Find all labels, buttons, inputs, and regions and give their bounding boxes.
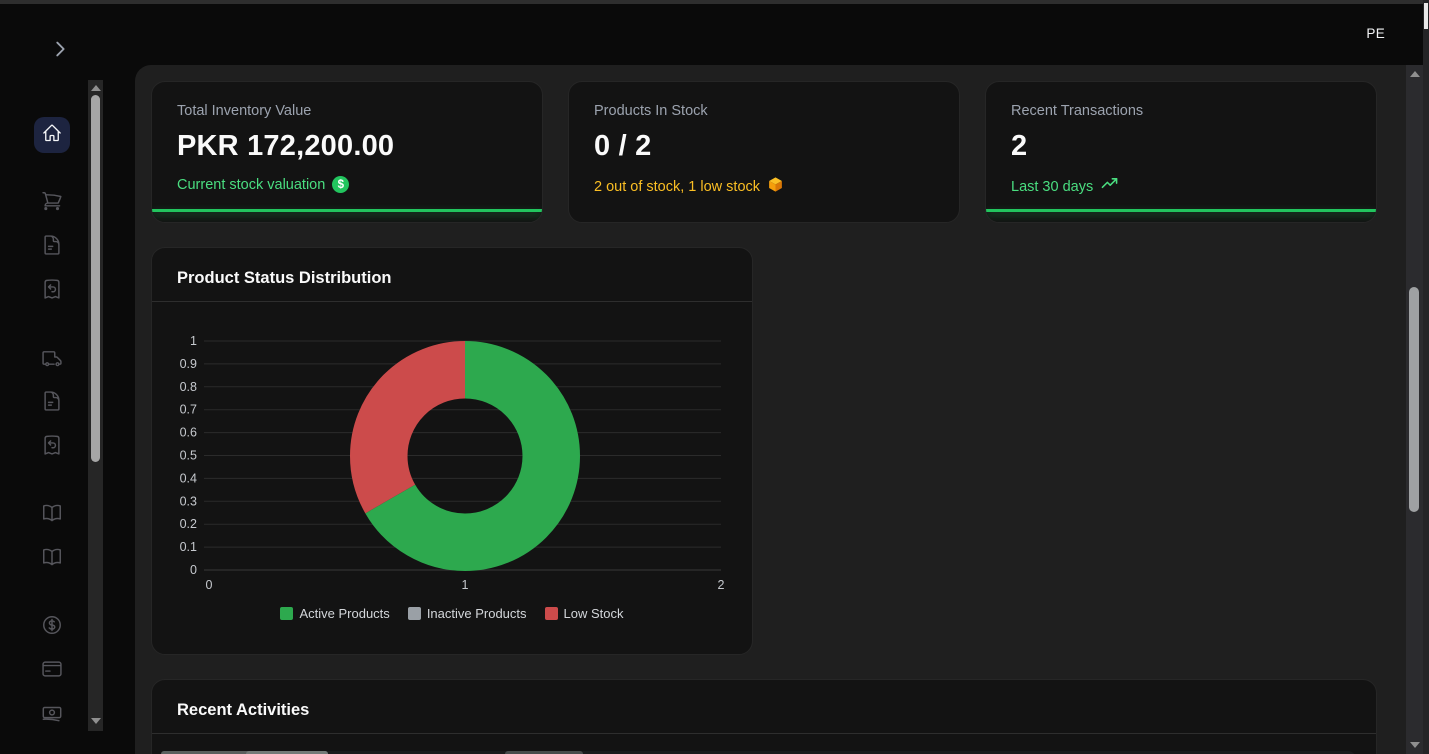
- shopping-cart-icon: [41, 190, 63, 217]
- sales-invoice-icon: [41, 234, 63, 261]
- chart-title: Product Status Distribution: [177, 269, 392, 287]
- sidebar-item-purchase-invoice[interactable]: [34, 385, 70, 421]
- stat-card-inventory-value: Total Inventory Value PKR 172,200.00 Cur…: [151, 81, 543, 223]
- card-accent-line: [986, 209, 1376, 212]
- stat-title: Recent Transactions: [1011, 103, 1144, 119]
- svg-text:0.5: 0.5: [180, 449, 197, 463]
- legend-label: Low Stock: [563, 606, 624, 621]
- svg-text:0.3: 0.3: [180, 494, 197, 508]
- sidebar-toggle-button[interactable]: [48, 38, 72, 62]
- scroll-down-icon[interactable]: [1409, 742, 1420, 748]
- svg-text:1: 1: [190, 334, 197, 348]
- sidebar-item-journal[interactable]: [34, 541, 70, 577]
- banknotes-icon: [41, 702, 63, 729]
- stat-value: 2: [1011, 130, 1028, 162]
- legend-item[interactable]: Low Stock: [544, 606, 624, 621]
- sidebar-item-ledger[interactable]: [34, 497, 70, 533]
- sidebar-item-payments[interactable]: [34, 653, 70, 689]
- content-scrollbar-thumb[interactable]: [1409, 287, 1419, 512]
- stat-card-recent-transactions: Recent Transactions 2 Last 30 days: [985, 81, 1377, 223]
- window-scrollbar[interactable]: [1423, 0, 1429, 754]
- stat-subtitle: 2 out of stock, 1 low stock: [594, 178, 761, 195]
- svg-text:0.7: 0.7: [180, 403, 197, 417]
- svg-text:0.9: 0.9: [180, 357, 197, 371]
- sidebar: [0, 65, 88, 754]
- svg-text:0.4: 0.4: [180, 471, 197, 485]
- sidebar-item-purchase-return[interactable]: [34, 429, 70, 465]
- svg-text:0.8: 0.8: [180, 380, 197, 394]
- legend-swatch: [280, 607, 294, 620]
- svg-text:2: 2: [718, 578, 725, 592]
- activities-table-peek: [161, 751, 1356, 754]
- sidebar-item-sales-return[interactable]: [34, 273, 70, 309]
- sidebar-scrollbar-thumb[interactable]: [91, 95, 100, 462]
- package-icon: [767, 176, 784, 197]
- chevron-right-icon: [49, 41, 71, 63]
- svg-text:0.6: 0.6: [180, 426, 197, 440]
- trending-up-icon: [1100, 176, 1119, 197]
- scroll-down-icon[interactable]: [90, 718, 101, 724]
- legend-item[interactable]: Active Products: [280, 606, 390, 621]
- stat-value: PKR 172,200.00: [177, 130, 395, 162]
- svg-text:0: 0: [190, 563, 197, 577]
- currency-dollar-icon: [41, 614, 63, 641]
- stat-card-products-in-stock: Products In Stock 0 / 2 2 out of stock, …: [568, 81, 960, 223]
- product-status-chart-card: Product Status Distribution 0 0.1 0.2 0.3 0.…: [151, 247, 753, 655]
- stat-subtitle: Last 30 days: [1011, 178, 1094, 195]
- legend-item[interactable]: Inactive Products: [407, 606, 527, 621]
- sidebar-item-finance[interactable]: [34, 609, 70, 645]
- sidebar-item-cash[interactable]: [34, 697, 70, 733]
- svg-text:0: 0: [206, 578, 213, 592]
- svg-text:0.2: 0.2: [180, 517, 197, 531]
- sidebar-item-purchases[interactable]: [34, 342, 70, 378]
- window-top-strip: [0, 0, 1423, 4]
- user-menu[interactable]: PE: [1366, 26, 1385, 41]
- home-icon: [42, 123, 62, 148]
- stat-title: Products In Stock: [594, 103, 708, 119]
- legend-swatch: [407, 607, 421, 620]
- activity-row-fragment: [505, 751, 583, 754]
- sidebar-item-sales[interactable]: [34, 185, 70, 221]
- ledger-book-icon: [41, 502, 63, 529]
- status-donut-chart: 0 0.1 0.2 0.3 0.4 0.5 0.6 0.7 0.8 0.9 1 0 1 2: [180, 334, 725, 592]
- window-scrollbar-thumb[interactable]: [1424, 3, 1428, 29]
- legend-label: Inactive Products: [426, 606, 527, 621]
- scroll-up-icon[interactable]: [1409, 71, 1420, 77]
- activities-title: Recent Activities: [177, 701, 310, 719]
- stat-title: Total Inventory Value: [177, 103, 312, 119]
- stat-value: 0 / 2: [594, 130, 652, 162]
- legend-label: Active Products: [299, 606, 390, 621]
- svg-text:0.1: 0.1: [180, 540, 197, 554]
- stat-subtitle: Current stock valuation: [177, 176, 326, 193]
- recent-activities-card: Recent Activities: [151, 679, 1377, 754]
- chart-legend: Active Products Inactive Products Low Stoc…: [152, 606, 752, 621]
- delivery-truck-icon: [41, 347, 63, 374]
- sales-return-icon: [41, 278, 63, 305]
- dollar-coin-icon: $: [332, 176, 350, 193]
- sidebar-item-sales-invoice[interactable]: [34, 229, 70, 265]
- purchase-return-icon: [41, 434, 63, 461]
- purchase-invoice-icon: [41, 390, 63, 417]
- sidebar-scrollbar[interactable]: [88, 80, 103, 731]
- content-scrollbar[interactable]: [1406, 65, 1423, 754]
- card-accent-line: [152, 209, 542, 212]
- svg-text:1: 1: [462, 578, 469, 592]
- activity-row-fragment: [161, 751, 328, 754]
- journal-book-icon: [41, 546, 63, 573]
- legend-swatch: [544, 607, 558, 620]
- sidebar-item-home[interactable]: [34, 117, 70, 153]
- credit-card-icon: [41, 658, 63, 685]
- scroll-up-icon[interactable]: [90, 85, 101, 91]
